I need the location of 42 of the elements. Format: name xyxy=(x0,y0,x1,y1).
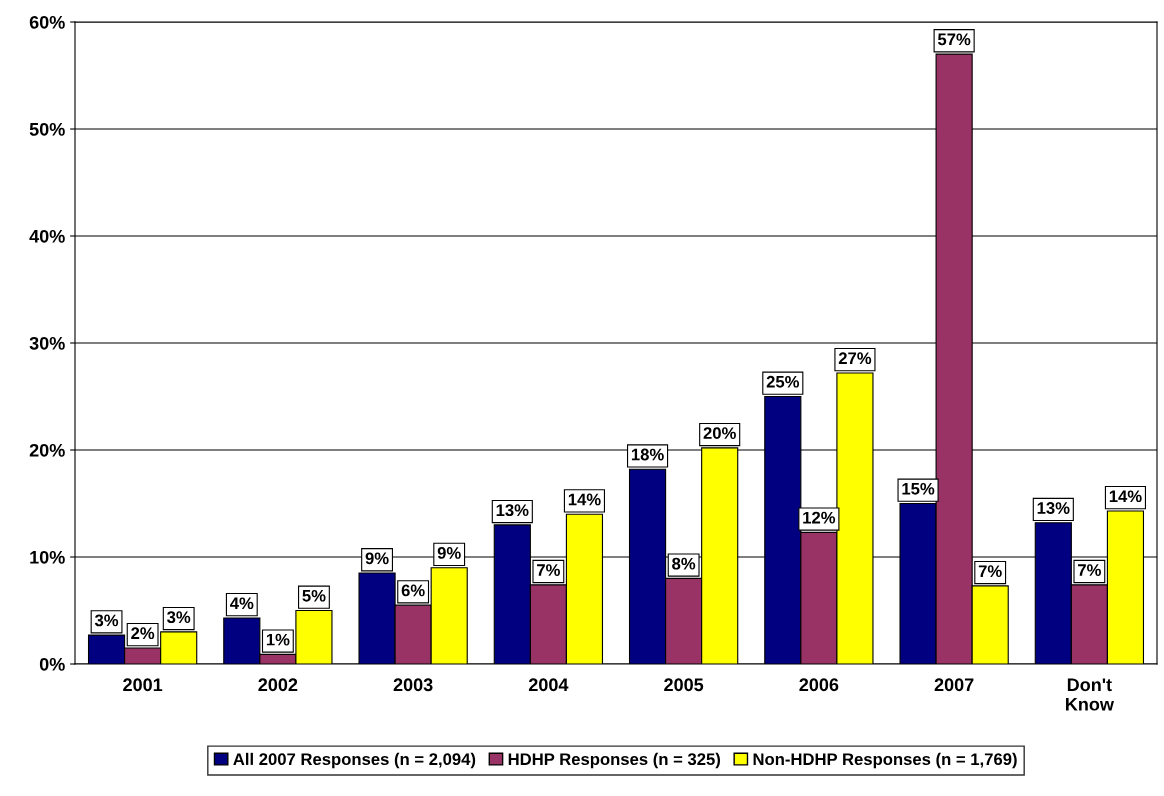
data-label: 57% xyxy=(937,33,971,46)
y-tick-label: 0% xyxy=(39,657,65,671)
data-label: 7% xyxy=(978,565,1002,578)
data-label: 1% xyxy=(266,633,290,646)
data-label: 13% xyxy=(1037,502,1070,514)
data-label: 14% xyxy=(568,493,601,506)
x-tick-label: 2003 xyxy=(393,678,433,692)
legend-label: All 2007 Responses (n = 2,094) xyxy=(233,752,476,769)
data-label: 4% xyxy=(230,597,254,610)
data-label: 25% xyxy=(766,375,800,388)
x-tick-label: 2002 xyxy=(258,678,298,692)
y-tick-label: 60% xyxy=(29,15,65,29)
data-label: 27% xyxy=(838,352,872,365)
x-tick-label: 2001 xyxy=(123,678,163,692)
y-tick-label: 50% xyxy=(29,122,65,136)
data-label: 12% xyxy=(803,511,836,524)
y-tick-label: 10% xyxy=(30,550,65,564)
x-tick-label: 2004 xyxy=(528,678,569,692)
data-label: 9% xyxy=(437,547,461,559)
y-tick-label: 40% xyxy=(29,229,65,243)
data-label: 9% xyxy=(365,552,389,565)
x-tick-label: 2007 xyxy=(934,678,974,692)
x-tick-label: 2005 xyxy=(664,678,704,692)
data-label: 5% xyxy=(302,589,326,602)
x-tick-label: 2006 xyxy=(799,678,839,692)
data-label: 3% xyxy=(94,614,119,627)
data-label: 20% xyxy=(703,427,736,440)
y-tick-label: 30% xyxy=(29,336,65,350)
legend-label: HDHP Responses (n = 325) xyxy=(508,752,720,769)
data-label: 7% xyxy=(1078,564,1101,576)
data-label: 7% xyxy=(537,564,560,576)
data-label: 2% xyxy=(131,627,155,640)
x-tick-label: Don't Know xyxy=(1066,678,1114,711)
data-label: 13% xyxy=(496,504,529,517)
data-label: 3% xyxy=(167,611,191,624)
data-label: 18% xyxy=(631,448,664,461)
y-tick-label: 20% xyxy=(29,443,65,457)
legend-label: Non-HDHP Responses (n = 1,769) xyxy=(753,752,1017,769)
data-label: 8% xyxy=(672,557,696,570)
data-label: 15% xyxy=(902,482,935,495)
data-label: 6% xyxy=(401,584,425,597)
data-label: 14% xyxy=(1109,490,1142,503)
